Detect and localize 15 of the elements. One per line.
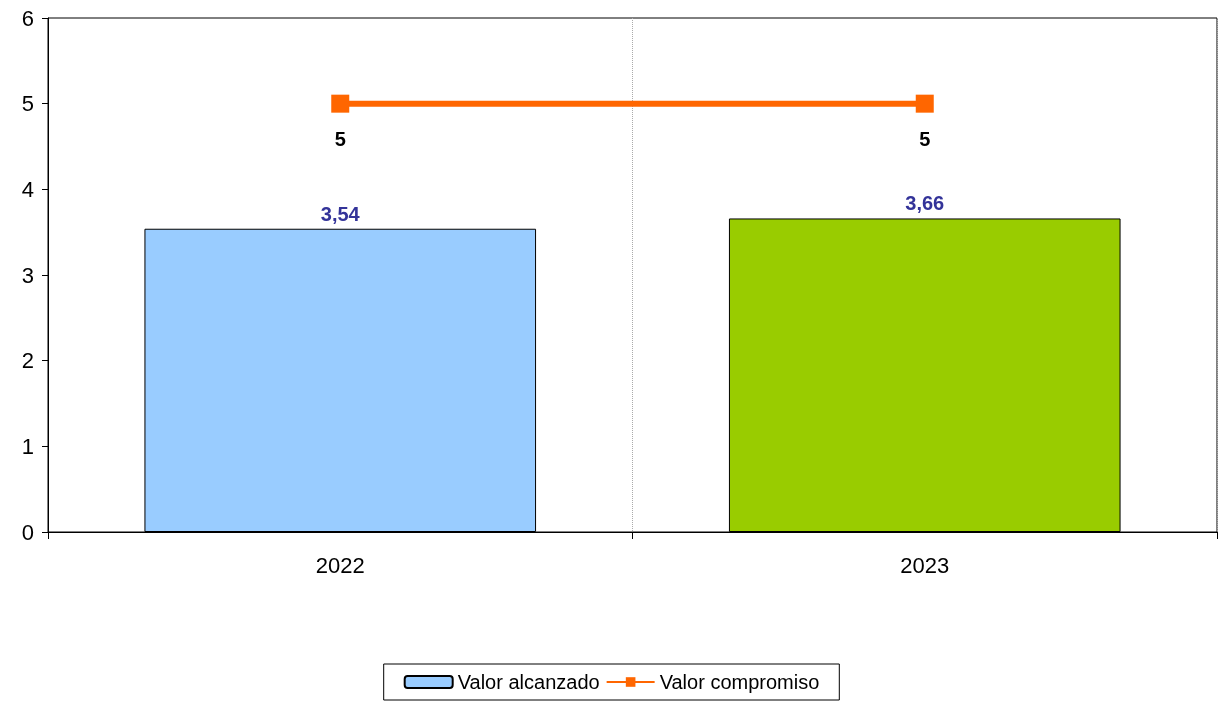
y-tick-label: 5 <box>21 91 34 117</box>
x-tick-label: 2022 <box>315 552 365 578</box>
data-label: 3,54 <box>320 202 361 225</box>
x-tick-label: 2023 <box>900 552 950 578</box>
y-tick-label: 0 <box>21 519 34 545</box>
y-tick-label: 3 <box>21 262 34 288</box>
y-tick-label: 2 <box>21 348 34 374</box>
legend-label: Valor alcanzado <box>457 671 600 693</box>
y-tick-label: 1 <box>21 433 34 459</box>
legend-label: Valor compromiso <box>659 671 820 693</box>
data-label: 5 <box>919 127 931 150</box>
data-label: 3,66 <box>905 192 945 215</box>
data-label: 5 <box>334 127 346 150</box>
y-tick-label: 6 <box>21 5 34 31</box>
y-tick-label: 4 <box>21 176 34 202</box>
